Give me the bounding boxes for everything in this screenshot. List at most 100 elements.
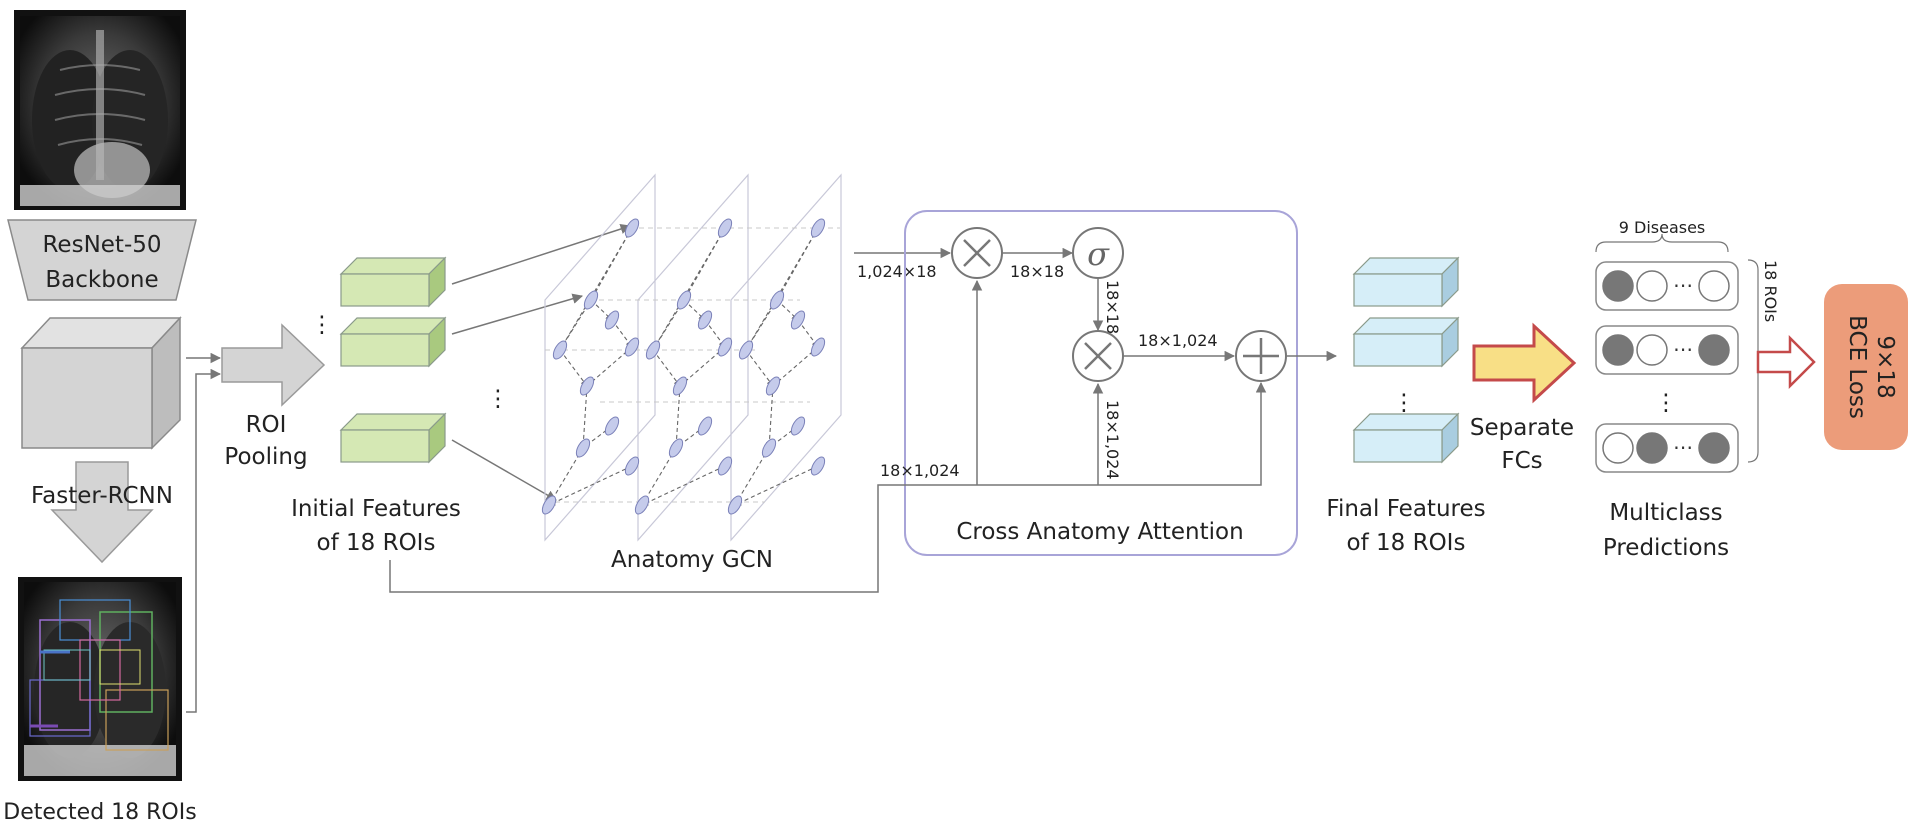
gcn-node xyxy=(717,456,733,476)
gcn-node xyxy=(727,495,743,515)
gcn-node xyxy=(790,416,806,436)
prediction-ellipsis: ⋯ xyxy=(1673,337,1693,361)
positive-class-dot xyxy=(1636,432,1668,464)
sigma-output-dim: 18×18 xyxy=(1103,280,1122,334)
gcn-edge xyxy=(683,227,726,301)
svg-text:9×18: 9×18 xyxy=(1872,335,1898,398)
to-mult2-dim: 18×1,024 xyxy=(1103,400,1122,480)
skip-connection xyxy=(389,279,1267,593)
prediction-ellipsis: ⋯ xyxy=(1673,273,1693,297)
gcn-output-dim: 1,024×18 xyxy=(857,262,937,281)
gcn-node xyxy=(738,340,754,360)
resnet-backbone: ResNet-50 Backbone xyxy=(7,219,197,301)
cross-anatomy-attention-label: Cross Anatomy Attention xyxy=(956,519,1243,545)
gcn-node xyxy=(761,438,777,458)
gcn-node xyxy=(634,495,650,515)
final-feature-block xyxy=(1352,412,1460,464)
negative-class-dot xyxy=(1698,270,1730,302)
gcn-edge xyxy=(745,227,819,351)
bce-loss-box: 9×18 BCE Loss xyxy=(1824,284,1908,450)
gcn-node xyxy=(810,218,826,238)
gcn-node xyxy=(769,290,785,310)
gcn-node xyxy=(790,310,806,330)
gcn-edge xyxy=(559,349,588,387)
gcn-node xyxy=(645,340,661,360)
roi-pooling-inputs xyxy=(186,352,222,713)
gcn-edge xyxy=(772,346,819,387)
gcn-node xyxy=(604,416,620,436)
positive-class-dot xyxy=(1602,334,1634,366)
chest-xray-image xyxy=(14,10,186,210)
eighteen-rois-label: 18 ROIs xyxy=(1761,260,1780,322)
final-vdots: ⋮ xyxy=(1393,390,1416,416)
prediction-row: ⋯ xyxy=(1595,261,1739,311)
positive-class-dot xyxy=(1602,270,1634,302)
prediction-vdots: ⋮ xyxy=(1655,390,1678,416)
gcn-edge xyxy=(745,349,774,387)
svg-text:ROI: ROI xyxy=(246,412,287,438)
anatomy-gcn-label: Anatomy GCN xyxy=(611,547,773,573)
separate-fcs-label-line2: FCs xyxy=(1501,448,1542,474)
gcn-node xyxy=(575,438,591,458)
nine-diseases-label: 9 Diseases xyxy=(1619,218,1706,237)
prediction-row: ⋯ xyxy=(1595,423,1739,473)
gcn-edge xyxy=(559,227,633,351)
gcn-node xyxy=(552,340,568,360)
svg-text:BCE Loss: BCE Loss xyxy=(1844,315,1870,419)
gcn-node xyxy=(583,290,599,310)
features-to-gcn-arrows xyxy=(451,223,631,501)
gcn-edge xyxy=(580,385,588,449)
mult2-output-dim: 18×1,024 xyxy=(1138,331,1218,350)
gcn-node xyxy=(697,310,713,330)
initial-feature-block xyxy=(339,256,447,308)
gcn-node xyxy=(697,416,713,436)
gcn-node xyxy=(624,337,640,357)
multiply-node-1 xyxy=(951,227,1003,279)
gcn-edge xyxy=(652,349,681,387)
svg-text:σ: σ xyxy=(1087,235,1110,273)
gcn-input-vdots: ⋮ xyxy=(487,386,510,412)
svg-text:ResNet-50: ResNet-50 xyxy=(42,232,161,258)
mult1-output-dim: 18×18 xyxy=(1010,262,1064,281)
final-features-label-line2: of 18 ROIs xyxy=(1347,530,1466,556)
feature-map-cube xyxy=(20,316,182,450)
gcn-node xyxy=(810,337,826,357)
gcn-node xyxy=(624,456,640,476)
final-feature-block xyxy=(1352,316,1460,368)
initial-features-label-line1: Initial Features xyxy=(291,496,461,522)
skip-dim: 18×1,024 xyxy=(880,461,960,480)
gcn-edge xyxy=(734,465,819,506)
prediction-row: ⋯ xyxy=(1595,325,1739,375)
initial-feature-blocks xyxy=(339,256,447,464)
negative-class-dot xyxy=(1636,334,1668,366)
initial-vdots: ⋮ xyxy=(311,312,334,338)
svg-text:Pooling: Pooling xyxy=(224,444,307,470)
positive-class-dot xyxy=(1698,334,1730,366)
separate-fcs-label-line1: Separate xyxy=(1470,415,1574,441)
negative-class-dot xyxy=(1602,432,1634,464)
initial-feature-block xyxy=(339,412,447,464)
loss-arrow xyxy=(1756,334,1816,390)
gcn-node xyxy=(672,376,688,396)
gcn-edge xyxy=(548,465,633,506)
initial-features-label-line2: of 18 ROIs xyxy=(317,530,436,556)
faster-rcnn-arrow: Faster-RCNN xyxy=(31,461,173,564)
detected-rois-label: Detected 18 ROIs xyxy=(3,800,196,825)
gcn-edge xyxy=(641,465,726,506)
sigmoid-node: σ xyxy=(1072,227,1124,279)
multiclass-label-line2: Predictions xyxy=(1603,535,1729,561)
final-feature-blocks xyxy=(1352,256,1460,464)
gcn-node xyxy=(579,376,595,396)
initial-feature-block xyxy=(339,316,447,368)
positive-class-dot xyxy=(1698,432,1730,464)
prediction-ellipsis: ⋯ xyxy=(1673,435,1693,459)
anatomy-gcn xyxy=(541,173,842,542)
nine-diseases-brace xyxy=(1595,233,1729,253)
gcn-node xyxy=(717,218,733,238)
gcn-edge xyxy=(590,227,633,301)
negative-class-dot xyxy=(1636,270,1668,302)
final-feature-block xyxy=(1352,256,1460,308)
gcn-edge xyxy=(776,227,819,301)
gcn-layer-plane xyxy=(544,173,656,542)
